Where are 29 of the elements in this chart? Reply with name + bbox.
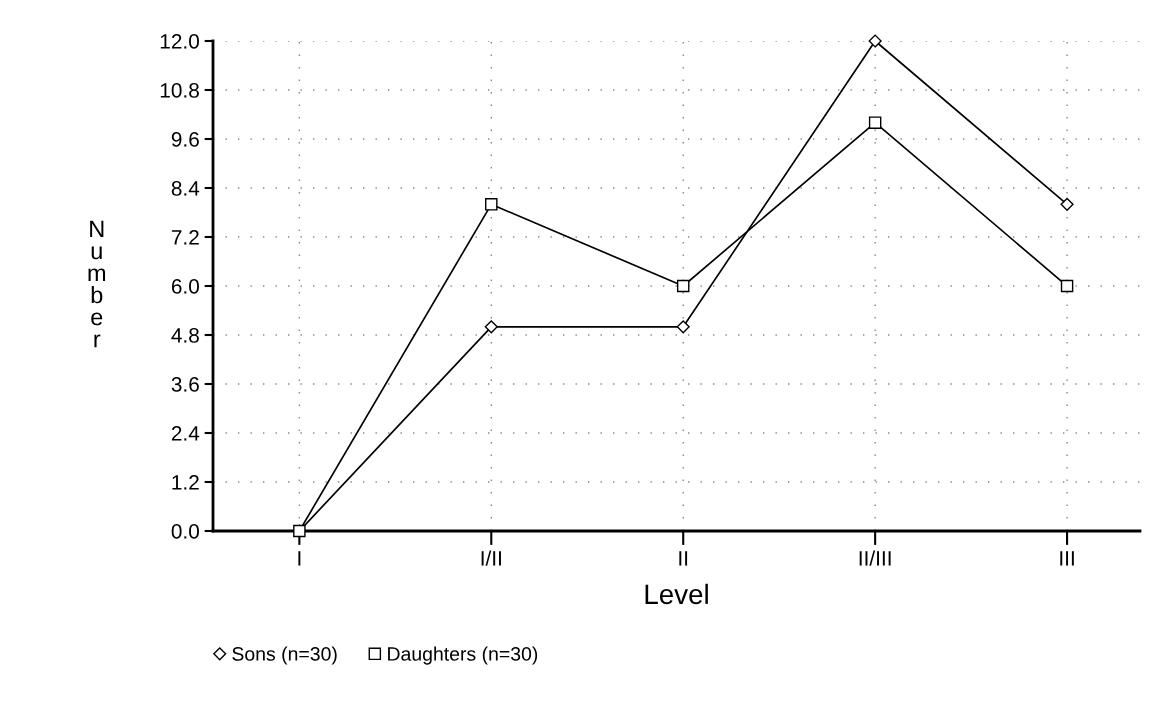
y-tick-label: 1.2: [172, 475, 199, 490]
point: [484, 320, 498, 334]
point: [868, 34, 882, 48]
point: [868, 116, 882, 129]
x-tick-label: II/III: [859, 550, 891, 566]
point: [485, 198, 498, 211]
point: [293, 524, 306, 538]
point: [1060, 197, 1074, 211]
y-tick-label: 0.0: [171, 524, 199, 539]
legend-label: Daughters (n=30): [388, 646, 538, 665]
point: [676, 320, 690, 334]
y-axis-title: Number: [88, 220, 106, 348]
x-tick-label: II: [679, 551, 688, 566]
y-tick-label: 2.4: [171, 426, 200, 441]
x-tick-label: I: [298, 551, 301, 566]
point: [1060, 279, 1074, 293]
y-tick-label: 6.0: [171, 279, 199, 294]
y-tick-label: 7.2: [171, 230, 199, 245]
point: [676, 279, 690, 293]
y-tick-label: 10.8: [160, 83, 199, 98]
x-tick-label: I/II: [481, 550, 501, 566]
x-axis-title: Level: [645, 583, 708, 605]
x-tick-label: III: [1060, 551, 1074, 566]
y-tick-label: 9.6: [171, 132, 199, 147]
legend-label: Sons (n=30): [232, 646, 337, 665]
y-tick-label: 4.8: [171, 328, 199, 343]
y-tick-label: 3.6: [171, 377, 199, 392]
y-tick-label: 8.4: [171, 181, 200, 196]
y-tick-label: 12.0: [160, 34, 199, 49]
